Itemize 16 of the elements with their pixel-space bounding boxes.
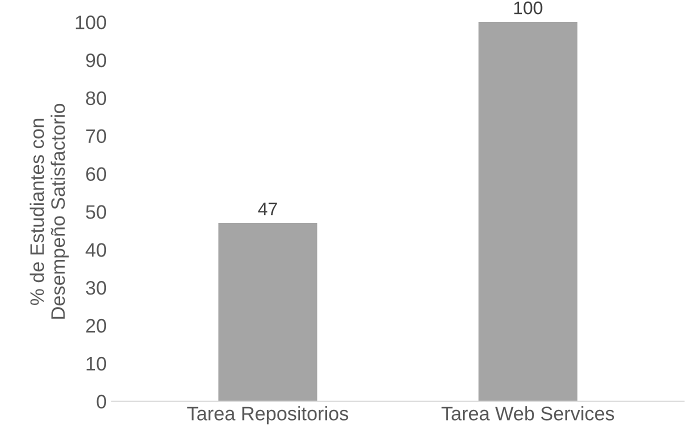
y-tick-label: 20	[86, 318, 106, 333]
y-tick-label: 100	[76, 16, 106, 30]
y-axis-title: % de Estudiantes con Desempeño Satisfactorio	[30, 104, 69, 319]
y-tick-label: 90	[86, 53, 106, 68]
y-tick-label: 50	[86, 205, 106, 219]
data-label: 47	[258, 202, 277, 216]
x-tick-label: Tarea Repositorios	[187, 406, 348, 424]
x-tick-label: Tarea Web Services	[442, 406, 614, 420]
y-tick-label: 70	[86, 129, 106, 144]
y-tick-label: 80	[86, 91, 106, 106]
y-tick-label: 30	[86, 281, 106, 295]
data-label: 100	[514, 2, 542, 14]
y-tick-label: 60	[86, 167, 106, 181]
y-tick-label: 0	[96, 394, 106, 409]
y-tick-label: 10	[86, 356, 106, 371]
y-tick-label: 40	[86, 243, 106, 257]
